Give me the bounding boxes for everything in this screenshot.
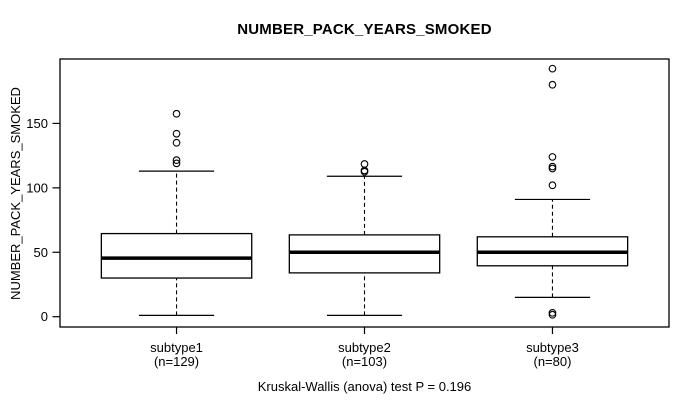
x-group-count-label: (n=80) — [533, 354, 571, 369]
outlier-point — [548, 153, 557, 161]
y-tick-label: 0 — [41, 309, 48, 324]
chart-title: NUMBER_PACK_YEARS_SMOKED — [237, 21, 492, 38]
stat-test-caption: Kruskal-Wallis (anova) test P = 0.196 — [257, 379, 472, 394]
y-tick-label: 50 — [34, 245, 48, 260]
y-tick-label: 100 — [26, 180, 48, 195]
x-group-count-label: (n=129) — [154, 354, 199, 369]
outlier-point — [548, 80, 557, 89]
outlier-point — [548, 64, 557, 73]
x-group-label: subtype2 — [338, 340, 391, 355]
x-group-label: subtype3 — [526, 340, 579, 355]
outlier-point — [548, 181, 557, 190]
outlier-point — [548, 162, 557, 171]
outlier-point — [172, 138, 181, 147]
outlier-point — [172, 159, 181, 168]
iqr-box-subtype1 — [100, 232, 253, 279]
outlier-point — [360, 160, 369, 168]
outlier-point — [172, 109, 181, 118]
outlier-point — [172, 156, 181, 164]
x-group-label: subtype1 — [150, 340, 203, 355]
outlier-point — [172, 129, 181, 138]
y-tick-label: 150 — [26, 116, 48, 131]
outlier-point — [548, 308, 557, 317]
x-group-count-label: (n=103) — [342, 354, 387, 369]
